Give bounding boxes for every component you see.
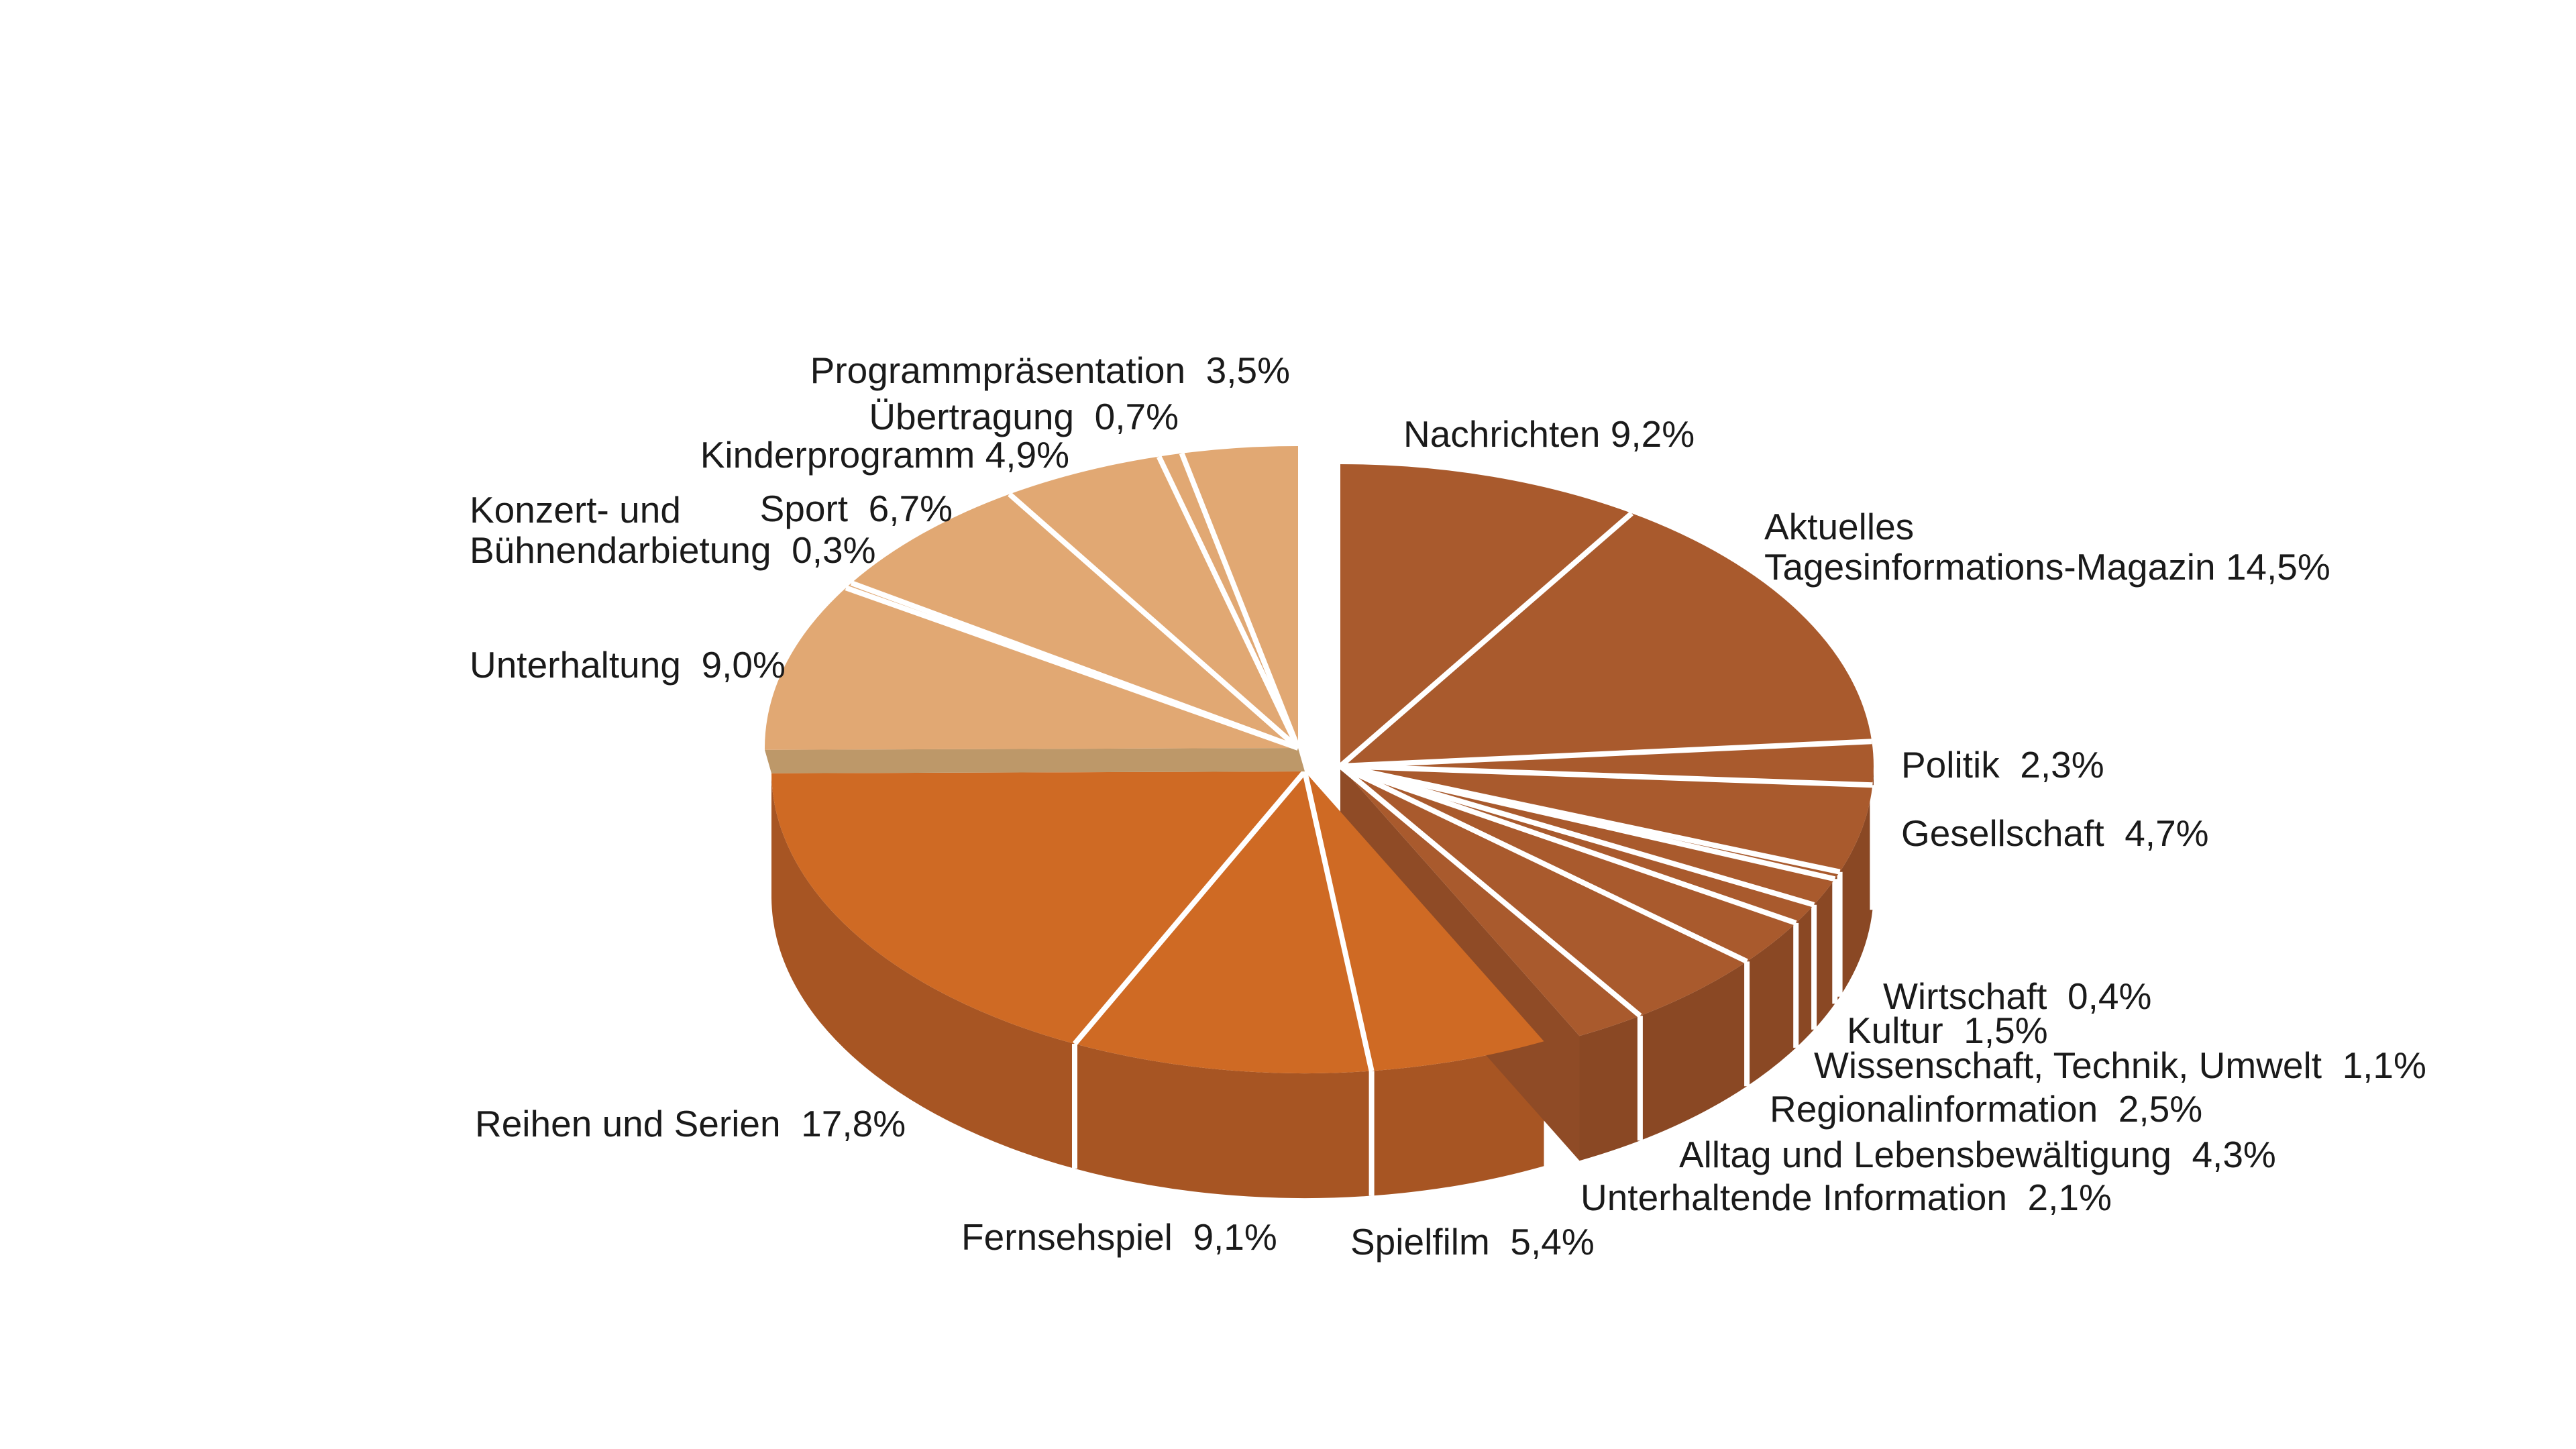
slice-label-gesellschaft: Gesellschaft 4,7%: [1901, 812, 2209, 854]
pie-slice-reihen-und-serien: [771, 771, 1305, 1044]
pie-slice-sport: [851, 494, 1298, 748]
slice-label-konzert-und-buehnendarbietung: Konzert- und Bühnendarbietung 0,3%: [470, 489, 876, 571]
pie-slice-unterhaltende-information: [1340, 766, 1640, 1036]
slice-separator: [1338, 511, 1634, 769]
slice-label-sport: Sport 6,7%: [759, 488, 953, 529]
slice-separator: [1302, 771, 1375, 1072]
slice-separator: [1008, 492, 1300, 751]
slice-label-reihen-und-serien: Reihen und Serien 17,8%: [475, 1103, 906, 1144]
pie-slice-aktuelles-tagesinformations-magazin: [1340, 513, 1872, 766]
pie-slice-side-alltag-und-lebensbewaeltigung: [1640, 961, 1748, 1141]
slice-label-regionalinformation: Regionalinformation 2,5%: [1770, 1088, 2203, 1130]
slice-separator: [1339, 763, 1815, 908]
slice-separator: [1340, 763, 1873, 788]
slice-label-wirtschaft: Wirtschaft 0,4%: [1883, 975, 2152, 1017]
slice-label-alltag-und-lebensbewaeltigung: Alltag und Lebensbewältigung 4,3%: [1679, 1134, 2276, 1175]
pie-slice-side-gesellschaft: [1839, 785, 1873, 997]
slice-separator: [1338, 763, 1642, 1018]
slice-label-programmpraesentation: Programmpräsentation 3,5%: [810, 350, 1290, 391]
slice-label-spielfilm: Spielfilm 5,4%: [1350, 1221, 1595, 1263]
slice-separator: [1340, 739, 1872, 769]
pie-slice-side-wissenschaft-technik-umwelt: [1796, 904, 1815, 1048]
slice-separator: [1072, 769, 1307, 1046]
slice-label-wissenschaft-technik-umwelt: Wissenschaft, Technik, Umwelt 1,1%: [1814, 1044, 2426, 1086]
slice-label-kultur: Kultur 1,5%: [1847, 1010, 2048, 1051]
pie-slice-spielfilm: [1305, 771, 1544, 1071]
pie-slice-side-unterhaltende-information: [1579, 1016, 1640, 1161]
pie-slice-politik: [1340, 741, 1874, 786]
slice-separator: [850, 580, 1299, 751]
pie-slice-nachrichten: [1340, 464, 1632, 766]
slice-label-unterhaltende-information: Unterhaltende Information 2,1%: [1580, 1177, 2112, 1218]
pie-slice-side-reihen-und-serien: [771, 773, 1075, 1169]
pie-slice-unterhaltung: [764, 588, 1298, 750]
slice-separator: [1179, 452, 1301, 749]
slice-label-uebertragung: Übertragung 0,7%: [869, 396, 1179, 437]
slice-label-kinderprogramm: Kinderprogramm 4,9%: [700, 434, 1069, 476]
slice-separator: [1340, 763, 1836, 882]
pie-slice-fernsehspiel: [1075, 771, 1372, 1074]
pie-slice-side-kultur: [1814, 879, 1835, 1030]
slice-separator: [1339, 763, 1748, 964]
pie-slice-side-fernsehspiel: [1075, 1044, 1372, 1199]
slice-separator: [1156, 455, 1301, 749]
slice-label-nachrichten: Nachrichten 9,2%: [1403, 413, 1695, 455]
pie-slice-side-regionalinformation: [1747, 922, 1796, 1087]
pie-slice-alltag-und-lebensbewaeltigung: [1340, 766, 1748, 1016]
pie-slice-regionalinformation: [1340, 766, 1796, 962]
pie-slice-kinderprogramm: [1009, 456, 1298, 748]
pie-slice-side-spielfilm: [1371, 1041, 1544, 1196]
bevel-strip: [765, 748, 1305, 773]
slice-label-politik: Politik 2,3%: [1901, 744, 2104, 786]
slice-separator: [1339, 763, 1797, 926]
slice-label-unterhaltung: Unterhaltung 9,0%: [470, 644, 786, 686]
slice-label-fernsehspiel: Fernsehspiel 9,1%: [961, 1216, 1277, 1258]
slice-label-aktuelles-tagesinformations-magazin: Aktuelles Tagesinformations-Magazin 14,5…: [1764, 506, 2330, 588]
